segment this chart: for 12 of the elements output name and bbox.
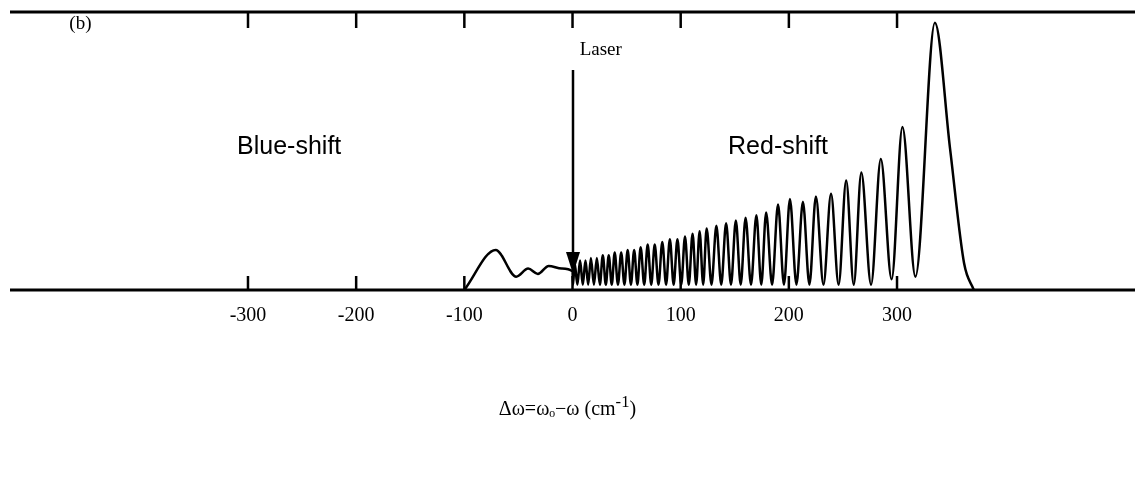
x-axis-title: Δω=ωₒ−ω (cm$^{-1}$)	[497, 392, 638, 420]
annotation: Red-shift	[728, 131, 829, 161]
x-tick-label: 0	[567, 303, 578, 326]
x-tick-label: 100	[665, 303, 696, 326]
annotation: Blue-shift	[237, 131, 342, 161]
annotation: (b)	[69, 11, 92, 34]
x-tick-label: -100	[445, 303, 483, 326]
x-tick-label: -200	[337, 303, 375, 326]
annotation: Laser	[579, 38, 622, 61]
x-tick-label: -300	[229, 303, 267, 326]
x-tick-label: 300	[882, 303, 913, 326]
x-tick-label: 200	[773, 303, 804, 326]
